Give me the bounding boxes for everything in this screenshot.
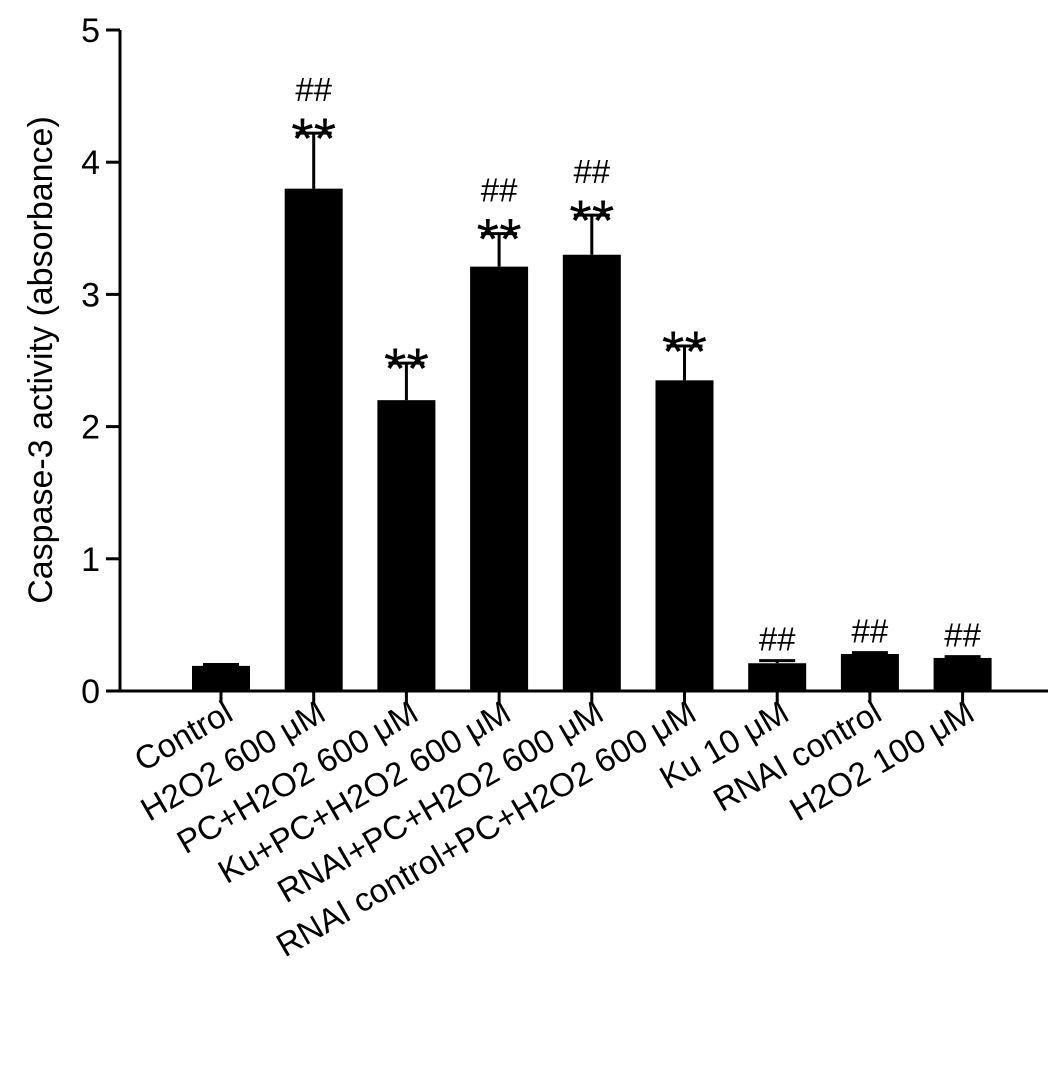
significance-star: ** xyxy=(477,208,522,273)
significance-star: ** xyxy=(569,189,614,254)
chart-bars xyxy=(192,131,992,692)
y-tick-label: 1 xyxy=(81,541,100,579)
y-tick-label: 3 xyxy=(81,276,100,314)
significance-hash: ## xyxy=(573,153,610,190)
y-tick-label: 5 xyxy=(81,12,100,50)
significance-hash: ## xyxy=(852,613,889,650)
significance-star: ** xyxy=(291,107,336,172)
y-axis-title: Caspase-3 activity (absorbance) xyxy=(22,116,60,604)
bar xyxy=(748,663,807,691)
bar xyxy=(284,188,343,691)
bar xyxy=(377,400,436,691)
bar xyxy=(192,665,250,691)
bar xyxy=(562,254,621,692)
bar xyxy=(933,657,992,691)
significance-star: ** xyxy=(662,320,707,385)
significance-hash: ## xyxy=(759,621,796,658)
y-tick-label: 0 xyxy=(81,673,100,711)
significance-hash: ## xyxy=(295,71,332,108)
y-tick-label: 2 xyxy=(81,409,100,447)
bar xyxy=(655,380,714,691)
bar xyxy=(840,653,899,691)
significance-hash: ## xyxy=(944,617,981,654)
significance-star: ** xyxy=(384,337,429,402)
bar xyxy=(470,266,529,691)
significance-hash: ## xyxy=(481,172,518,209)
y-tick-label: 4 xyxy=(81,144,100,182)
